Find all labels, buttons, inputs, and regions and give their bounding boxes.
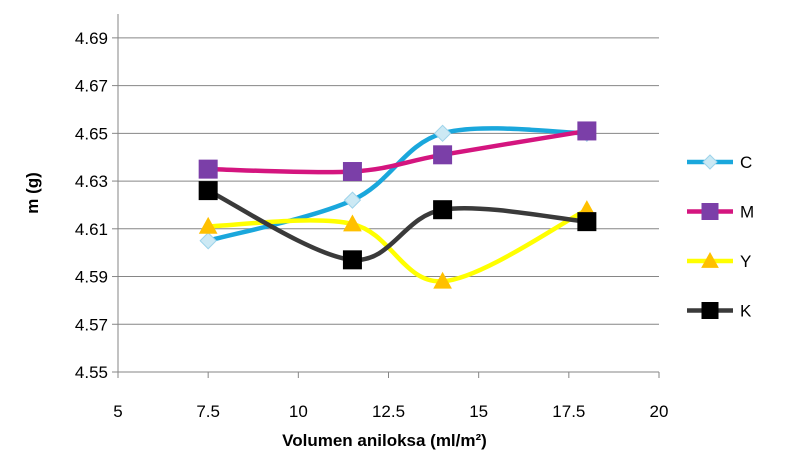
series-m-point bbox=[342, 162, 362, 182]
series-y-point bbox=[343, 214, 362, 232]
legend-item-c-label: C bbox=[740, 153, 752, 172]
series-c-point bbox=[343, 191, 362, 209]
x-tick-label: 12.5 bbox=[372, 402, 405, 421]
y-tick-label: 4.55 bbox=[75, 363, 108, 382]
legend-item-k-label: K bbox=[740, 302, 752, 321]
x-tick-label: 20 bbox=[650, 402, 669, 421]
series-m-line bbox=[205, 128, 590, 175]
x-tick-label: 17.5 bbox=[552, 402, 585, 421]
y-tick-label: 4.67 bbox=[75, 77, 108, 96]
y-tick-label: 4.61 bbox=[75, 220, 108, 239]
legend-item-m-marker bbox=[701, 203, 719, 220]
y-tick-label: 4.65 bbox=[75, 124, 108, 143]
x-tick-label: 5 bbox=[113, 402, 122, 421]
series-k-point bbox=[433, 200, 453, 220]
series-y-point bbox=[198, 216, 218, 234]
series-m-point bbox=[577, 121, 597, 141]
x-tick-labels: 5 7.5 10 12.5 15 17.5 20 bbox=[113, 402, 668, 421]
legend-item-k: K bbox=[687, 302, 752, 321]
legend-item-y-marker bbox=[701, 251, 719, 268]
series-y-line bbox=[205, 207, 590, 284]
grid-lines bbox=[118, 37, 659, 325]
y-tick-label: 4.57 bbox=[75, 315, 108, 334]
legend-item-k-marker bbox=[701, 302, 719, 319]
axes bbox=[112, 14, 660, 378]
y-axis-title: m (g) bbox=[23, 172, 42, 214]
series-k-line bbox=[205, 188, 590, 263]
x-tick-label: 15 bbox=[469, 402, 488, 421]
series-m-point bbox=[433, 145, 453, 165]
legend-item-c: C bbox=[687, 153, 752, 172]
y-tick-label: 4.69 bbox=[75, 29, 108, 48]
series-k-point bbox=[198, 181, 218, 201]
series-k bbox=[198, 181, 597, 270]
series-group bbox=[198, 121, 597, 289]
series-y-point bbox=[433, 271, 452, 289]
legend-item-m-label: M bbox=[740, 203, 754, 222]
x-tick-label: 10 bbox=[289, 402, 308, 421]
legend-item-c-marker bbox=[702, 154, 718, 170]
legend-item-m: M bbox=[687, 203, 754, 222]
series-c-point bbox=[199, 232, 217, 250]
legend-item-y-label: Y bbox=[740, 252, 751, 271]
legend: C M Y K bbox=[687, 153, 754, 321]
x-axis-title: Volumen aniloksa (ml/m²) bbox=[282, 431, 487, 450]
y-tick-label: 4.63 bbox=[75, 172, 108, 191]
y-tick-label: 4.59 bbox=[75, 268, 108, 287]
legend-item-y: Y bbox=[687, 251, 751, 271]
x-tick-label: 7.5 bbox=[196, 402, 220, 421]
series-k-point bbox=[342, 250, 362, 270]
series-k-point bbox=[577, 212, 597, 232]
series-c bbox=[199, 124, 596, 250]
y-tick-labels: 4.55 4.57 4.59 4.61 4.63 4.65 4.67 4.69 bbox=[75, 29, 108, 382]
series-c-point bbox=[433, 124, 452, 143]
series-m bbox=[198, 121, 597, 182]
series-m-point bbox=[198, 159, 218, 179]
